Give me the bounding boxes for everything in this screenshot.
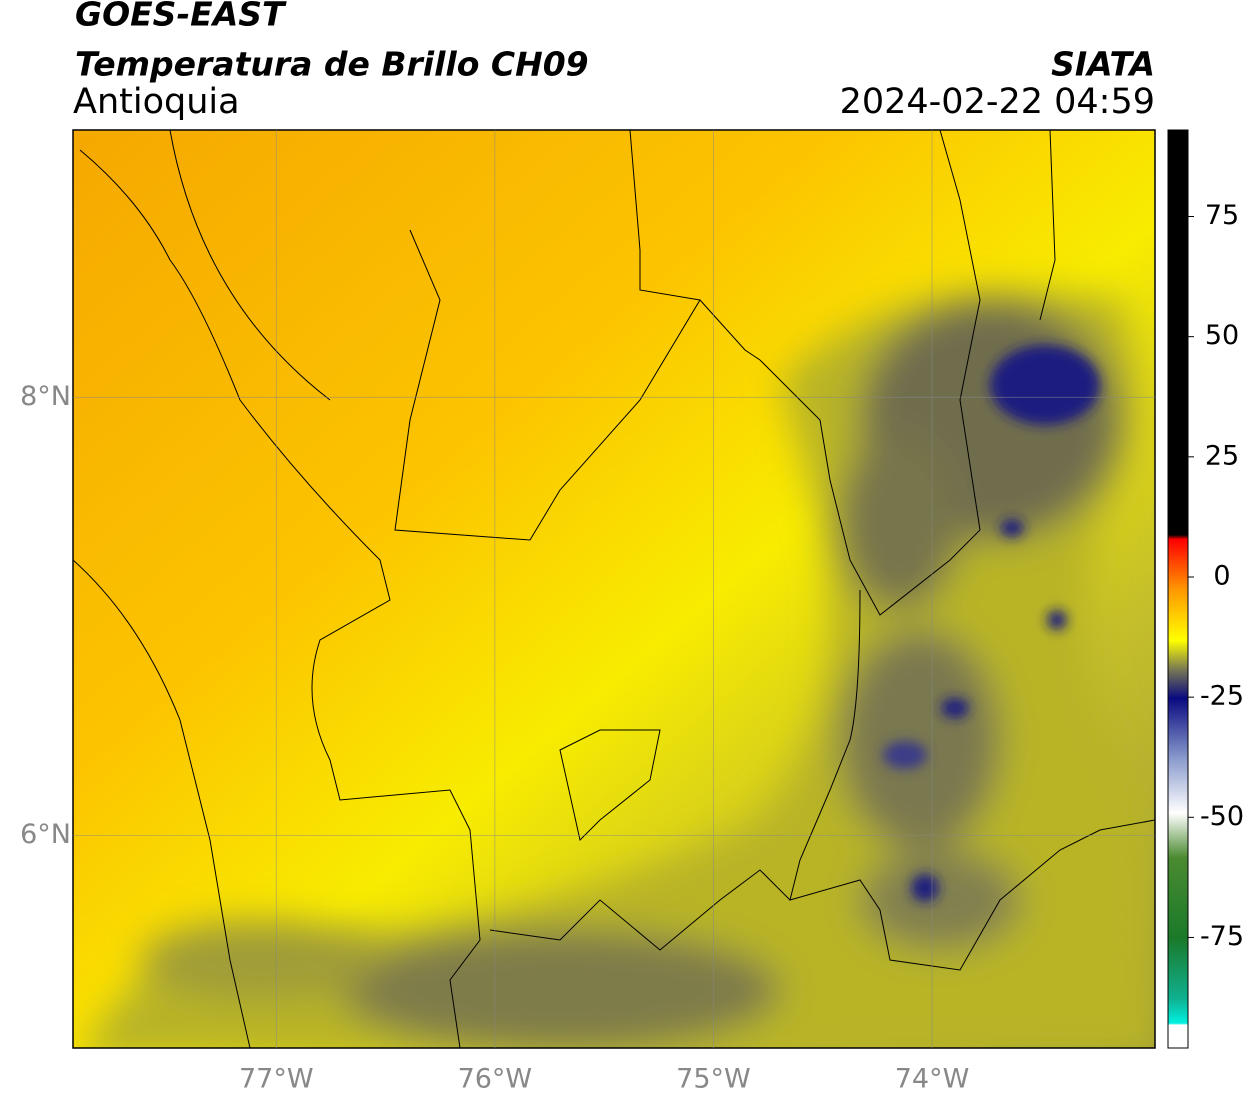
x-tick-label: 75°W <box>676 1064 751 1095</box>
colorbar-tick-label: 75 <box>1205 200 1239 231</box>
colorbar-tick-label: -75 <box>1200 921 1244 952</box>
colorbar-tick-label: 0 <box>1213 560 1230 591</box>
subtitle: Temperatura de Brillo CH09 <box>75 45 589 84</box>
x-tick-label: 77°W <box>239 1064 314 1095</box>
colorbar-tick-label: -25 <box>1200 681 1244 712</box>
title: GOES-EAST <box>75 0 287 34</box>
y-tick-label: 6°N <box>20 819 71 850</box>
satellite-image <box>73 130 1155 1048</box>
colorbar-tick-label: -50 <box>1200 801 1244 832</box>
x-tick-label: 74°W <box>895 1064 970 1095</box>
source: SIATA <box>1051 45 1155 84</box>
map-frame <box>72 129 1156 1049</box>
x-tick-label: 76°W <box>458 1064 533 1095</box>
region: Antioquia <box>73 82 240 122</box>
colorbar-tick-label: 50 <box>1205 320 1239 351</box>
y-tick-label: 8°N <box>20 381 71 412</box>
colorbar <box>1167 129 1189 1049</box>
colorbar-tick-label: 25 <box>1205 440 1239 471</box>
datetime: 2024-02-22 04:59 <box>840 82 1155 122</box>
